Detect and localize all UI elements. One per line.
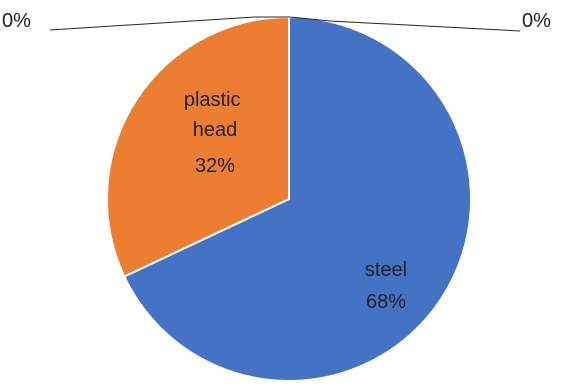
- slices-layer: [106, 15, 472, 382]
- slice-label-zero-left: 0%: [2, 10, 31, 32]
- slice-label-plastic-head-name: plastic head: [184, 89, 246, 141]
- slice-label-plastic-head-name-line1: plastic: [184, 89, 241, 111]
- slice-label-steel-value: 68%: [366, 291, 406, 313]
- leader-line-right: [289, 16, 521, 32]
- slice-label-plastic-head-name-line2: head: [193, 119, 238, 141]
- leader-line-left: [49, 16, 290, 31]
- slice-label-plastic-head-value: 32%: [195, 155, 235, 177]
- slice-label-steel-name: steel: [365, 259, 407, 281]
- slice-label-zero-right: 0%: [522, 10, 551, 32]
- pie-slice-steel: [122, 15, 472, 382]
- pie-slice-plastic-head: [106, 15, 290, 278]
